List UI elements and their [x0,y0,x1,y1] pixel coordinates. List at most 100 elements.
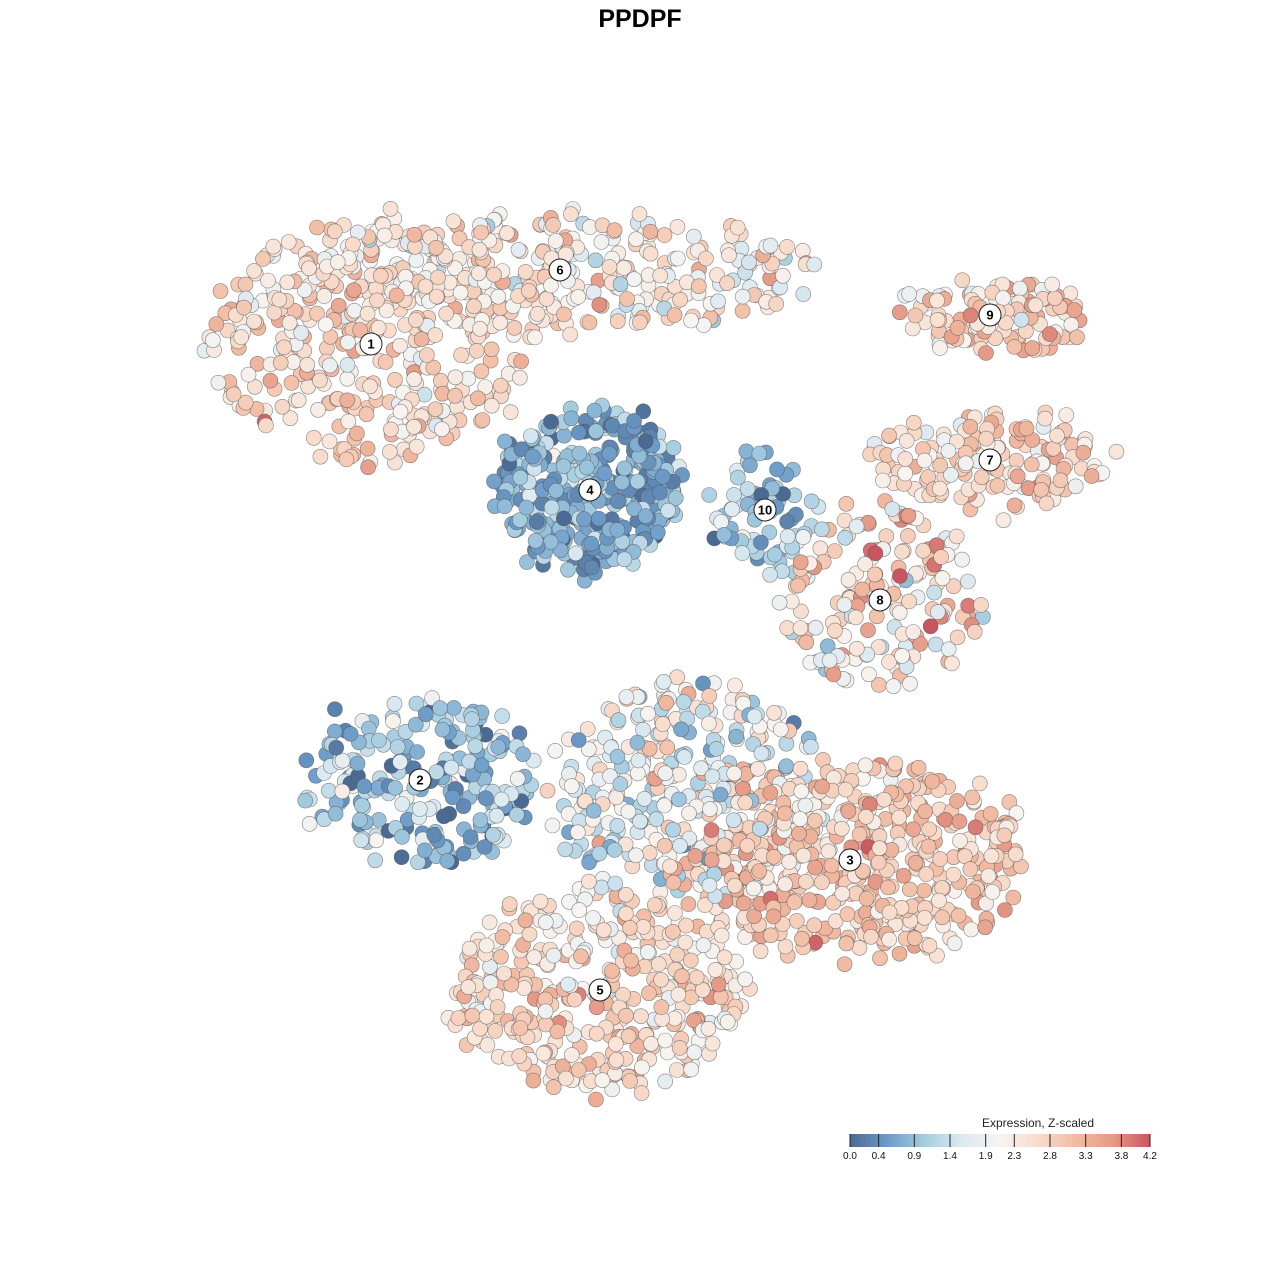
data-point [1052,472,1069,489]
data-point [1049,427,1065,444]
data-point [703,852,720,868]
data-point [392,337,408,354]
data-point [236,299,252,316]
data-point [460,979,477,996]
cluster-label-10: 10 [753,498,777,522]
data-point [776,805,793,822]
data-point [566,991,583,1008]
data-point [790,577,806,594]
cluster-label-4: 4 [578,478,602,502]
data-point [381,444,398,460]
data-point [642,245,659,262]
data-point [945,866,962,883]
data-point [258,417,274,434]
data-points [196,201,1125,1108]
data-point [737,971,754,988]
data-point [472,812,489,828]
data-point [427,401,444,418]
data-point [739,837,756,854]
data-point [929,312,946,328]
data-point [312,448,329,465]
data-point [326,223,343,240]
data-point [486,473,502,490]
data-point [861,666,877,683]
data-point [848,518,865,535]
data-point [519,554,535,570]
data-point [479,1037,496,1053]
data-point [571,902,588,918]
data-point [629,473,646,490]
data-point [719,1014,736,1030]
data-point [490,739,507,755]
data-point [659,739,676,756]
legend-tick-label: 0.0 [843,1151,857,1162]
data-point [698,250,714,267]
data-point [492,377,509,394]
data-point [765,908,782,925]
legend-colorbar [850,1134,1150,1147]
data-point [1045,440,1062,457]
data-point [282,410,299,427]
data-point [369,292,385,309]
data-point [821,652,838,669]
data-point [949,793,965,809]
data-point [470,390,486,407]
data-point [338,451,355,468]
data-point [494,708,510,724]
data-point [570,1062,587,1078]
data-point [240,366,257,383]
data-point [486,266,502,283]
data-point [983,848,1000,864]
data-point [1024,340,1041,356]
data-point [858,808,874,825]
data-point [729,219,746,236]
data-point [578,459,595,476]
data-point [876,791,892,808]
data-point [279,274,296,291]
data-point [596,465,613,482]
data-point [618,689,635,705]
data-point [803,738,819,755]
data-point [470,265,487,282]
data-point [426,826,443,843]
data-point [971,775,988,792]
data-point [561,893,577,910]
data-point [556,306,572,323]
data-point [713,927,730,944]
data-point [654,716,671,732]
data-point [960,573,976,590]
data-point [322,357,338,374]
data-point [662,858,678,875]
data-point [657,1073,674,1090]
data-point [312,372,328,389]
data-point [746,708,763,725]
data-point [237,394,254,411]
data-point [537,1003,554,1020]
data-point [471,242,488,258]
data-point [1001,794,1018,810]
data-point [601,259,618,275]
data-point [701,715,717,732]
data-point [857,757,874,774]
data-point [1033,481,1049,498]
data-point [963,921,980,938]
data-point [432,372,449,389]
data-point [695,675,711,692]
data-point [641,844,658,861]
data-point [949,629,966,646]
data-point [450,1010,467,1026]
data-point [666,307,683,323]
data-point [1066,302,1083,318]
data-point [826,543,843,559]
data-point [340,413,357,430]
data-point [581,314,598,331]
data-point [524,448,541,465]
data-point [891,945,908,962]
data-point [618,886,634,903]
legend-tick-label: 3.8 [1114,1151,1128,1162]
data-point [682,952,699,969]
data-point [952,833,968,849]
data-point [354,797,370,814]
data-point [934,570,951,587]
data-point [445,700,462,716]
